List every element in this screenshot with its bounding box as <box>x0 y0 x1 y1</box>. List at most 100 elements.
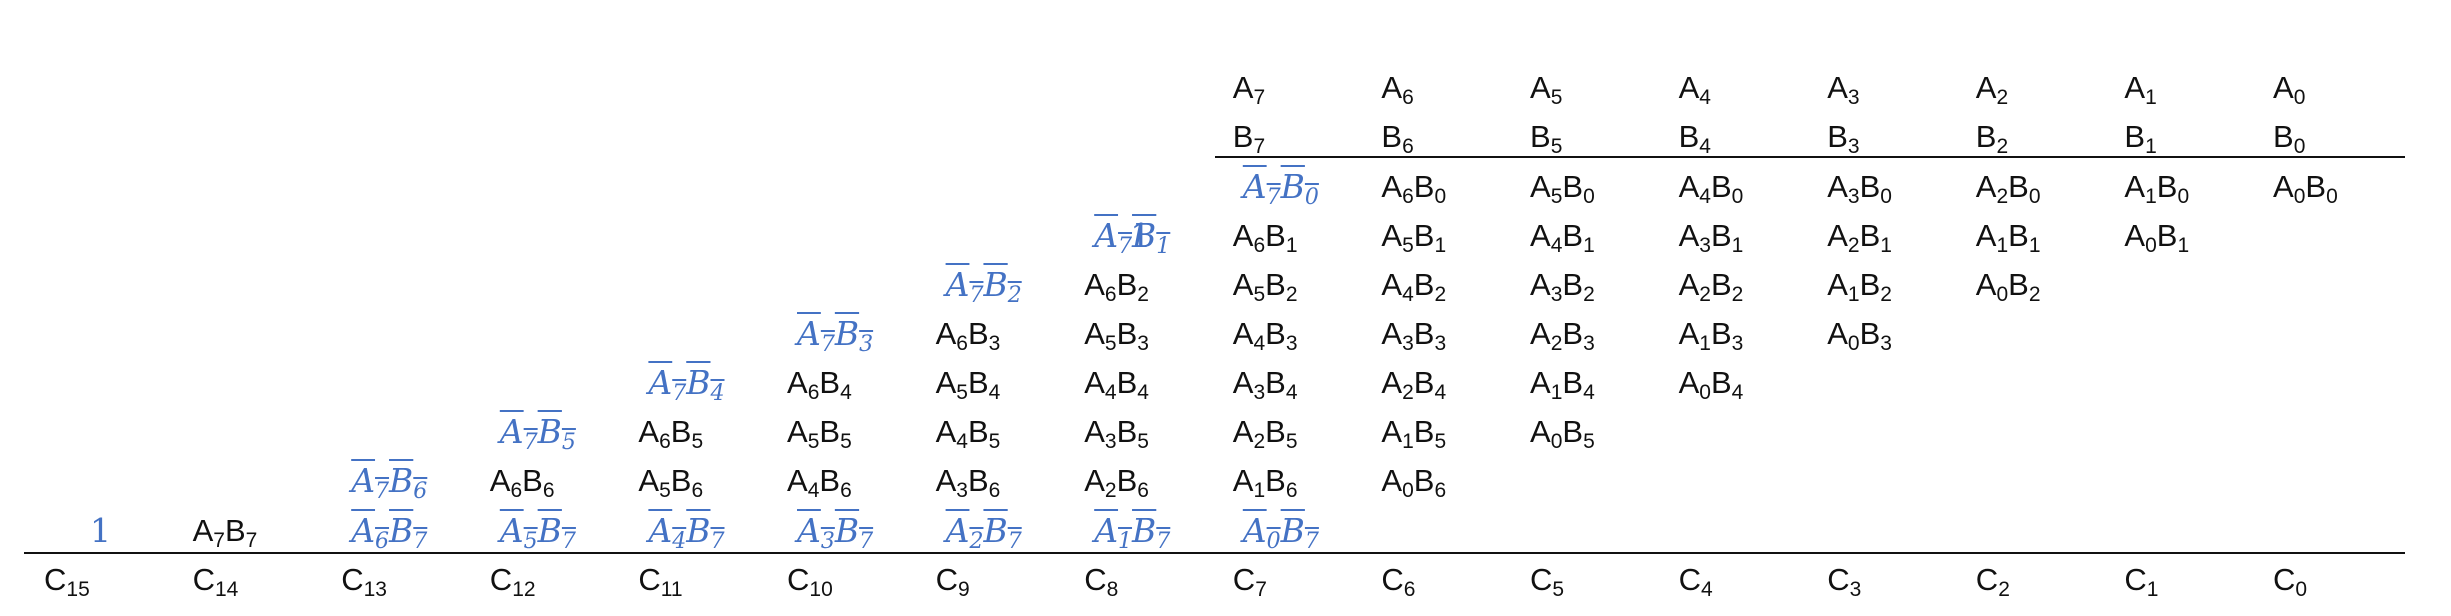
partial-product: A4B0 <box>1678 169 1744 208</box>
partial-product: A3B6 <box>935 463 1001 502</box>
partial-product: A1B6 <box>1232 463 1298 502</box>
partial-product: A1B5 <box>1381 414 1447 453</box>
partial-product: A2B1 <box>1827 218 1892 257</box>
partial-product: A2B2 <box>1678 267 1744 306</box>
operand-a-bit: A1 <box>2124 70 2157 109</box>
partial-product: A3B2 <box>1530 267 1595 306</box>
result-bit: C10 <box>787 562 833 601</box>
complemented-partial-product: A1B7 <box>1094 511 1171 554</box>
complemented-partial-product: A7B2 <box>945 265 1022 308</box>
result-bit: C0 <box>2273 562 2308 601</box>
operand-b-bit: B2 <box>1975 119 2009 158</box>
partial-product: A2B6 <box>1084 463 1149 502</box>
complemented-partial-product: A7B6 <box>351 461 428 504</box>
operand-a-bit: A0 <box>2273 70 2306 109</box>
partial-product: A4B3 <box>1232 316 1298 355</box>
partial-product: A2B0 <box>1975 169 2041 208</box>
result-bit: C8 <box>1084 562 1119 601</box>
complemented-partial-product: A7B1 <box>1094 216 1171 259</box>
partial-product: A5B6 <box>638 463 704 502</box>
operand-b-bit: B7 <box>1232 119 1266 158</box>
partial-product: A5B1 <box>1381 218 1447 257</box>
partial-product: A6B5 <box>638 414 704 453</box>
partial-product: A1B0 <box>2124 169 2190 208</box>
partial-product: A0B0 <box>2273 169 2338 208</box>
complemented-partial-product: A5B7 <box>499 511 576 554</box>
correction-one: 1 <box>1130 216 1152 255</box>
partial-product: A5B2 <box>1232 267 1298 306</box>
partial-product: A3B0 <box>1827 169 1892 208</box>
complemented-partial-product: A6B7 <box>351 511 428 554</box>
partial-product: A6B1 <box>1232 218 1298 257</box>
partial-product: A4B5 <box>935 414 1001 453</box>
partial-product: A2B5 <box>1232 414 1298 453</box>
result-bit: C11 <box>638 562 683 601</box>
operand-a-bit: A2 <box>1975 70 2009 109</box>
partial-product: A3B5 <box>1084 414 1149 453</box>
result-bit: C7 <box>1232 562 1267 601</box>
complemented-partial-product: A2B7 <box>945 511 1022 554</box>
partial-product: A4B1 <box>1530 218 1595 257</box>
result-bit: C1 <box>2124 562 2159 601</box>
complemented-partial-product: A0B7 <box>1242 511 1319 554</box>
partial-product: A0B2 <box>1975 267 2041 306</box>
correction-one: 1 <box>90 511 111 550</box>
partial-product: A4B2 <box>1381 267 1447 306</box>
complemented-partial-product: A3B7 <box>797 511 874 554</box>
partial-product: A3B4 <box>1232 365 1298 404</box>
result-bit: C13 <box>341 562 387 601</box>
complemented-partial-product: A7B0 <box>1242 167 1319 210</box>
partial-product: A6B0 <box>1381 169 1447 208</box>
operand-a-bit: A3 <box>1827 70 1860 109</box>
partial-product: A5B5 <box>787 414 852 453</box>
partial-product: A6B6 <box>489 463 555 502</box>
partial-product: A3B3 <box>1381 316 1447 355</box>
partial-product: A6B2 <box>1084 267 1149 306</box>
result-bit: C5 <box>1530 562 1565 601</box>
partial-product: A5B4 <box>935 365 1001 404</box>
operand-a-bit: A7 <box>1232 70 1266 109</box>
sum-line <box>24 552 2405 554</box>
partial-product: A6B3 <box>935 316 1001 355</box>
partial-product: A2B3 <box>1530 316 1595 355</box>
partial-product: A0B3 <box>1827 316 1892 355</box>
operand-b-bit: B3 <box>1827 119 1860 158</box>
partial-product: A6B4 <box>787 365 852 404</box>
partial-product: A0B4 <box>1678 365 1744 404</box>
partial-product: A1B1 <box>1975 218 2041 257</box>
partial-product: A0B6 <box>1381 463 1447 502</box>
complemented-partial-product: A4B7 <box>648 511 725 554</box>
operand-b-bit: B0 <box>2273 119 2306 158</box>
result-bit: C2 <box>1975 562 2010 601</box>
operand-a-bit: A4 <box>1678 70 1711 109</box>
partial-product: A1B3 <box>1678 316 1744 355</box>
partial-product: A0B1 <box>2124 218 2190 257</box>
operand-b-bit: B1 <box>2124 119 2157 158</box>
partial-product: A0B5 <box>1530 414 1595 453</box>
result-bit: C15 <box>44 562 90 601</box>
operand-b-bit: B5 <box>1530 119 1563 158</box>
result-bit: C14 <box>192 562 239 601</box>
partial-product: A1B2 <box>1827 267 1892 306</box>
operand-a-bit: A6 <box>1381 70 1414 109</box>
result-bit: C12 <box>489 562 536 601</box>
operand-b-bit: B4 <box>1678 119 1711 158</box>
partial-product: A7B7 <box>192 513 258 552</box>
complemented-partial-product: A7B3 <box>797 314 874 357</box>
partial-product: A5B3 <box>1084 316 1149 355</box>
partial-product: A2B4 <box>1381 365 1447 404</box>
partial-product: A1B4 <box>1530 365 1595 404</box>
partial-product: A3B1 <box>1678 218 1744 257</box>
result-bit: C9 <box>935 562 970 601</box>
operand-separator-line <box>1215 156 2405 158</box>
complemented-partial-product: A7B4 <box>648 363 725 406</box>
operand-b-bit: B6 <box>1381 119 1414 158</box>
result-bit: C3 <box>1827 562 1862 601</box>
partial-product: A5B0 <box>1530 169 1595 208</box>
complemented-partial-product: A7B5 <box>499 412 576 455</box>
result-bit: C6 <box>1381 562 1416 601</box>
result-bit: C4 <box>1678 562 1713 601</box>
operand-a-bit: A5 <box>1530 70 1563 109</box>
partial-product: A4B4 <box>1084 365 1149 404</box>
